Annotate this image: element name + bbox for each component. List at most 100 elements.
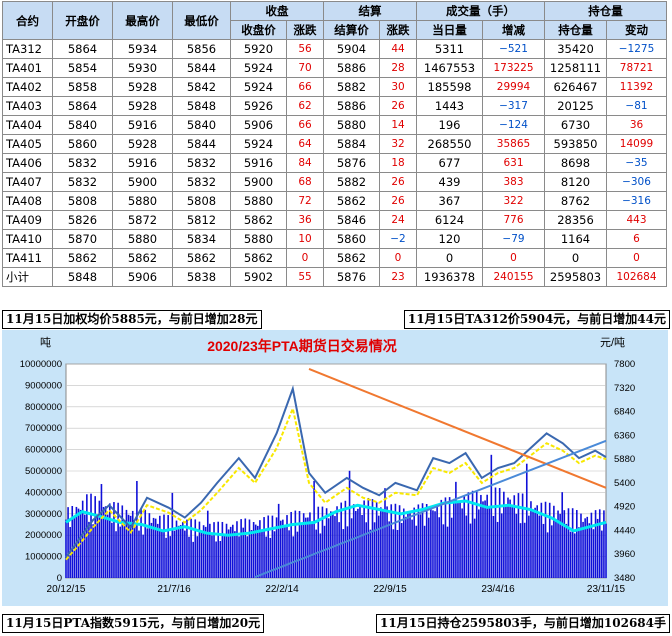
table-cell: 5838: [172, 267, 231, 287]
volume-bar: [296, 531, 299, 578]
table-cell: 5880: [323, 115, 380, 135]
header-oi-group: 持仓量: [544, 1, 667, 21]
header-volume-change: 增减: [482, 20, 545, 40]
table-cell: 5862: [52, 248, 113, 268]
volume-bar: [284, 525, 286, 578]
volume-bar: [209, 523, 211, 578]
volume-bar: [363, 500, 365, 578]
volume-bar: [271, 515, 274, 578]
header-low: 最低价: [172, 1, 231, 40]
table-cell: 5808: [52, 191, 113, 211]
table-cell: 5832: [52, 153, 113, 173]
volume-bar: [242, 527, 245, 578]
table-cell: 5934: [112, 39, 173, 59]
volume-bar: [359, 504, 361, 578]
volume-bar: [194, 519, 197, 578]
table-cell: 64: [286, 134, 324, 154]
volume-bar: [102, 506, 105, 578]
table-cell: 5844: [172, 134, 231, 154]
volume-bar: [92, 524, 94, 578]
volume-bar: [140, 508, 142, 578]
volume-bar: [71, 506, 74, 578]
table-cell: 5886: [323, 96, 380, 116]
volume-bar: [444, 497, 447, 578]
table-cell: 631: [482, 153, 545, 173]
volume-bar: [123, 520, 126, 578]
table-cell: 5842: [172, 77, 231, 97]
header-open-interest: 持仓量: [544, 20, 607, 40]
table-cell: 24: [379, 210, 417, 230]
volume-bar: [311, 523, 313, 578]
right-tick-label: 5400: [614, 478, 635, 489]
volume-bar: [352, 504, 355, 578]
volume-bar: [459, 501, 461, 578]
note-ta312-price: 11月15日TA312价5904元，与前日增加44元: [403, 310, 670, 329]
table-cell: 29994: [482, 77, 545, 97]
volume-bar: [236, 521, 238, 578]
volume-bar: [515, 513, 518, 578]
table-cell: 28356: [544, 210, 607, 230]
volume-bar: [596, 518, 599, 578]
table-cell: 32: [379, 134, 417, 154]
volume-bar: [346, 526, 349, 578]
volume-bar: [409, 511, 411, 578]
volume-bar: [419, 514, 422, 578]
volume-bar: [238, 536, 240, 578]
volume-bar: [355, 510, 357, 578]
table-cell: 5876: [323, 267, 380, 287]
table-row: TA405 5860 5928 5844 5924 64 5884 32 268550 35865…: [2, 134, 667, 154]
table-cell: 68: [286, 172, 324, 192]
volume-bar: [442, 524, 445, 578]
table-row: TA404 5840 5916 5840 5906 66 5880 14 196 −124 6730…: [2, 115, 667, 135]
x-tick-label: 22/2/14: [265, 584, 299, 595]
left-tick-label: 5000000: [25, 466, 62, 477]
volume-bar: [413, 507, 415, 578]
volume-bar: [223, 534, 226, 578]
volume-bar: [486, 494, 488, 578]
y-right-unit-label: 元/吨: [600, 336, 625, 349]
volume-bar: [175, 520, 178, 578]
volume-bar: [509, 499, 511, 578]
header-high: 最高价: [112, 1, 173, 40]
table-cell: 5900: [112, 172, 173, 192]
volume-bar: [131, 510, 134, 578]
table-cell: 70: [286, 58, 324, 78]
table-body: TA312 5864 5934 5856 5920 56 5904 44 5311 −521 354…: [2, 39, 667, 287]
volume-bar: [121, 505, 124, 578]
volume-bar: [375, 502, 378, 578]
header-oi-change: 变动: [606, 20, 667, 40]
x-tick-label: 23/4/16: [481, 584, 515, 595]
volume-bar: [181, 522, 184, 578]
table-cell: 5880: [230, 229, 287, 249]
volume-bar: [430, 506, 432, 578]
table-cell: TA407: [2, 172, 53, 192]
left-tick-label: 0: [57, 573, 62, 584]
volume-bar: [365, 522, 368, 578]
volume-bar: [578, 527, 580, 578]
volume-bar: [165, 537, 167, 578]
table-cell: 677: [416, 153, 483, 173]
table-cell: 6: [606, 229, 667, 249]
table-cell: 5856: [172, 39, 231, 59]
volume-bar: [536, 505, 538, 578]
table-cell: 5826: [52, 210, 113, 230]
volume-bar: [252, 522, 255, 578]
table-cell: 6730: [544, 115, 607, 135]
volume-bar: [532, 509, 534, 578]
settle-price-line: [65, 405, 607, 561]
table-cell: 62: [286, 96, 324, 116]
volume-bar: [350, 518, 353, 578]
volume-bar: [446, 526, 449, 578]
table-cell: 5882: [323, 172, 380, 192]
table-cell: 0: [286, 248, 324, 268]
x-tick-label: 20/12/15: [47, 584, 86, 595]
table-cell: 5924: [230, 134, 287, 154]
table-cell: 小计: [2, 267, 53, 287]
volume-bar: [417, 504, 420, 578]
volume-bar: [196, 536, 199, 578]
table-cell: 383: [482, 172, 545, 192]
table-cell: 5882: [323, 77, 380, 97]
note-open-interest: 11月15日持仓2595803手，与前日增加102684手: [376, 614, 670, 633]
volume-bar: [125, 509, 128, 578]
volume-bar: [206, 510, 209, 578]
